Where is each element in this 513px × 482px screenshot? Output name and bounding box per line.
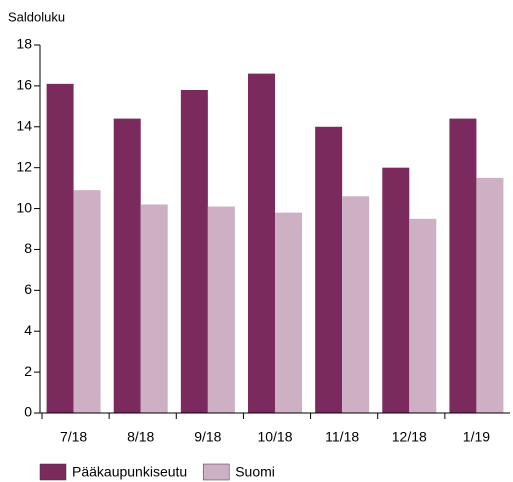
bar [409, 218, 437, 413]
x-tick-label: 1/19 [463, 429, 490, 445]
y-tick-label: 4 [24, 322, 32, 338]
bar [46, 83, 74, 413]
y-tick-label: 8 [24, 240, 32, 256]
x-tick-label: 9/18 [194, 429, 221, 445]
bar [207, 206, 235, 413]
legend-label: Pääkaupunkiseutu [72, 464, 187, 480]
legend-label: Suomi [235, 464, 275, 480]
y-tick-label: 10 [16, 199, 32, 215]
x-tick-label: 10/18 [257, 429, 292, 445]
bar [275, 212, 302, 413]
y-tick-label: 16 [16, 77, 32, 93]
y-tick-label: 6 [24, 281, 32, 297]
x-tick-label: 7/18 [60, 429, 87, 445]
bar [140, 204, 168, 413]
y-tick-label: 18 [16, 36, 32, 52]
x-tick-label: 12/18 [392, 429, 427, 445]
bar [180, 89, 208, 413]
bar [113, 118, 141, 413]
x-tick-label: 8/18 [127, 429, 154, 445]
bar [73, 190, 101, 413]
x-tick-label: 11/18 [325, 429, 359, 445]
bar [342, 196, 370, 413]
y-tick-label: 12 [16, 158, 32, 174]
legend-swatch [202, 463, 230, 481]
bar [476, 177, 504, 413]
bar [382, 167, 410, 413]
y-tick-label: 2 [24, 363, 32, 379]
y-tick-label: 14 [16, 117, 32, 133]
bar [449, 118, 477, 413]
y-tick-label: 0 [24, 404, 32, 420]
bar [315, 126, 343, 414]
y-axis-label: Saldoluku [8, 9, 65, 24]
legend-swatch [39, 463, 67, 481]
bar [248, 73, 275, 413]
